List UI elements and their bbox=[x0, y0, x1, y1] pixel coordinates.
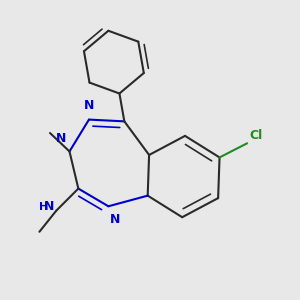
Text: N: N bbox=[110, 213, 121, 226]
Text: N: N bbox=[56, 132, 67, 145]
Text: Cl: Cl bbox=[249, 128, 262, 142]
Text: N: N bbox=[44, 200, 55, 214]
Text: N: N bbox=[84, 99, 94, 112]
Text: H: H bbox=[39, 202, 49, 212]
